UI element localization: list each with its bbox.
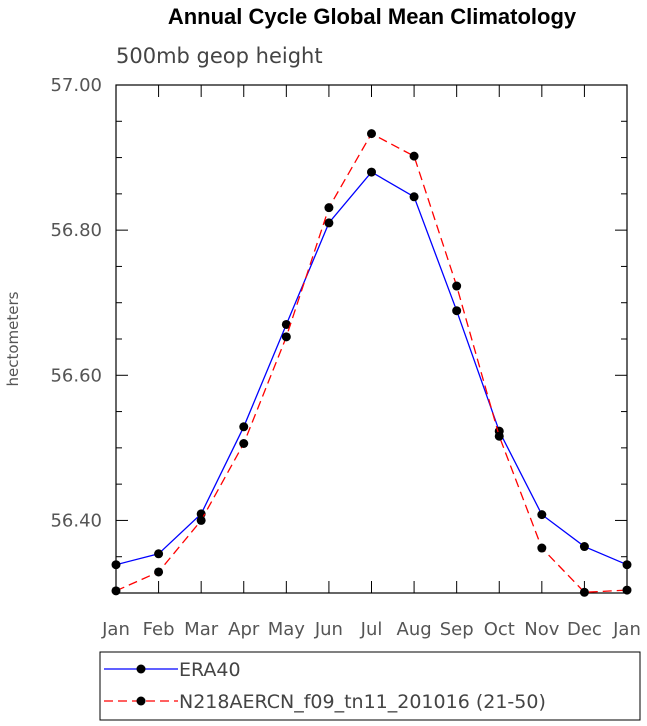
x-tick-label: Feb [143, 619, 175, 640]
data-point-series-2 [579, 587, 589, 597]
legend-label-1: ERA40 [179, 659, 241, 681]
x-tick-label: May [268, 619, 306, 640]
data-point-series-1 [367, 167, 376, 177]
chart-subtitle: 500mb geop height [116, 44, 323, 68]
x-tick-label: Aug [397, 619, 432, 640]
y-tick-label: 57.00 [50, 75, 102, 96]
x-tick-label: Sep [440, 619, 474, 640]
y-axis-label: hectometers [4, 291, 22, 386]
data-point-series-2 [111, 586, 121, 596]
data-point-series-2 [537, 543, 547, 553]
data-point-series-2 [452, 281, 462, 291]
data-point-series-1 [452, 306, 462, 316]
x-tick-label: Apr [228, 619, 260, 640]
plot-frame [115, 84, 628, 594]
x-tick-label: Oct [484, 619, 515, 640]
chart-title: Annual Cycle Global Mean Climatology [168, 4, 577, 29]
data-point-series-2 [409, 151, 419, 161]
legend-label-2: N218AERCN_f09_tn11_201016 (21-50) [179, 691, 546, 713]
data-point-series-1 [281, 319, 291, 329]
plot-area: 56.40 56.60 56.80 57.00 Jan Feb Mar Apr May Jun Ju… [50, 75, 640, 640]
data-point-series-2 [367, 129, 376, 139]
data-point-series-1 [111, 560, 121, 570]
series-line-1 [115, 171, 628, 566]
x-tick-label: Jan [101, 619, 130, 640]
data-point-series-2 [239, 439, 249, 449]
x-tick-label: Jan [612, 619, 641, 640]
data-point-series-1 [579, 542, 589, 552]
x-tick-label: Jul [360, 619, 383, 640]
data-point-series-2 [324, 203, 334, 213]
y-tick-label: 56.80 [50, 220, 102, 241]
data-point-series-2 [622, 585, 632, 595]
x-tick-label: Nov [524, 619, 559, 640]
data-point-series-2 [494, 431, 504, 441]
legend-box [99, 651, 641, 721]
data-point-series-1 [622, 560, 632, 570]
data-point-series-1 [409, 192, 419, 202]
series-line-2 [115, 132, 628, 593]
data-point-series-1 [324, 218, 334, 228]
data-point-series-1 [239, 422, 249, 432]
legend: ERA40 N218AERCN_f09_tn11_201016 (21-50) [99, 651, 641, 721]
data-point-series-1 [537, 510, 547, 520]
data-point-series-2 [196, 515, 206, 525]
x-tick-label: Jun [314, 619, 343, 640]
data-point-series-2 [154, 567, 164, 577]
legend-marker-1 [136, 664, 146, 674]
y-tick-label: 56.40 [50, 510, 102, 531]
data-point-series-2 [281, 332, 291, 342]
y-tick-label: 56.60 [50, 365, 102, 386]
x-tick-label: Dec [567, 619, 602, 640]
legend-marker-2 [136, 696, 146, 706]
data-point-series-1 [154, 549, 164, 559]
x-tick-label: Mar [184, 619, 219, 640]
